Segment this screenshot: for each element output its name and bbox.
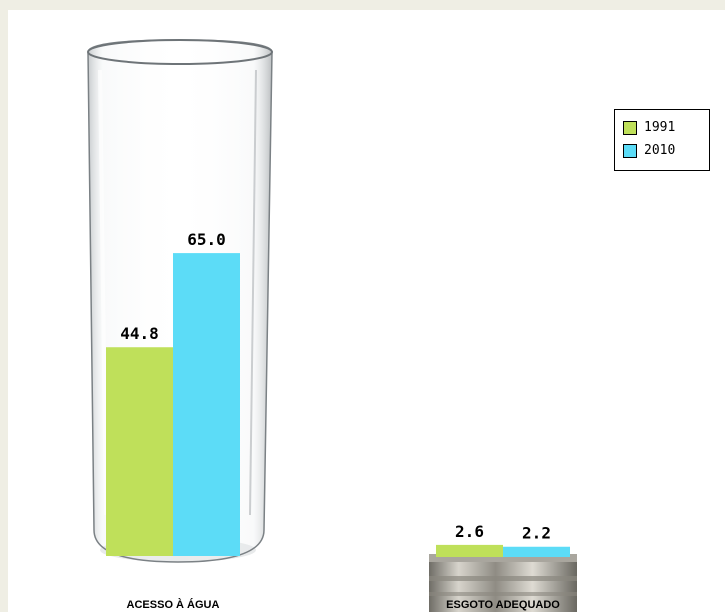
value-label-2010-esgoto-adequado: 2.2 — [522, 524, 551, 543]
value-label-2010-acesso-agua: 65.0 — [187, 230, 226, 249]
can-container-icon — [429, 554, 577, 612]
bar-2010-esgoto-adequado — [503, 546, 570, 557]
category-label-esgoto-adequado: ESGOTO ADEQUADO — [446, 599, 560, 611]
bar-2010-acesso-agua — [173, 253, 240, 556]
value-label-1991-acesso-agua: 44.8 — [120, 324, 159, 343]
value-label-1991-esgoto-adequado: 2.6 — [455, 522, 484, 541]
legend-item-1991: 1991 — [623, 116, 709, 139]
legend-label-1991: 1991 — [644, 120, 676, 135]
legend-swatch-2010 — [623, 143, 637, 158]
category-label-acesso-agua: ACESSO À ÁGUA — [127, 598, 220, 611]
chart-panel: 44.8 65.0 2.6 2.2 ACESSO À ÁGUA ESGOTO ADEQU… — [8, 10, 725, 612]
legend-item-2010: 2010 — [623, 139, 709, 162]
chart-legend: 1991 2010 — [614, 109, 710, 171]
legend-swatch-1991 — [623, 120, 637, 135]
bar-1991-acesso-agua — [106, 347, 173, 556]
legend-label-2010: 2010 — [644, 143, 676, 158]
bar-1991-esgoto-adequado — [436, 544, 503, 557]
bar-chart: 44.8 65.0 2.6 2.2 ACESSO À ÁGUA ESGOTO ADEQU… — [87, 39, 577, 612]
